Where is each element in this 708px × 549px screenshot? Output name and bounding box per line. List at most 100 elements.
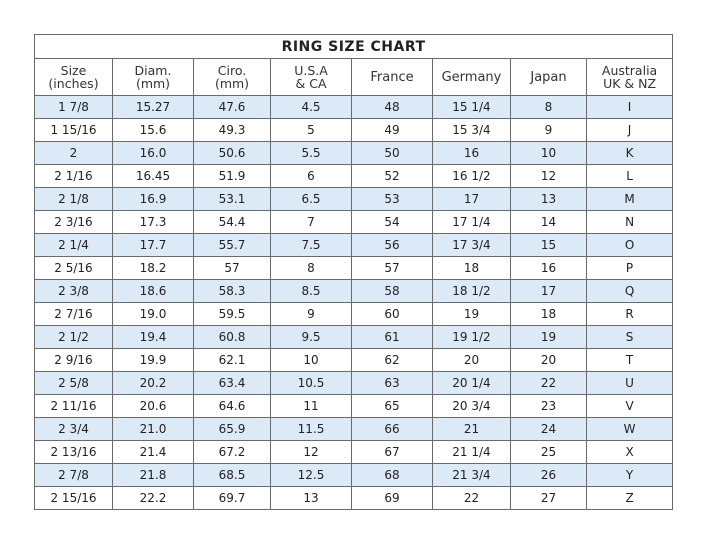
cell-australia-uk-nz: V <box>585 394 674 418</box>
cell-australia-uk-nz: J <box>585 118 674 142</box>
header-label: U.S.A <box>294 63 328 78</box>
cell-germany: 20 3/4 <box>432 394 511 418</box>
header-label: (mm) <box>214 76 250 91</box>
table-row: 1 7/8 15.27 47.6 4.5 48 15 1/4 8 I <box>34 95 674 119</box>
cell-germany: 20 <box>432 348 511 372</box>
cell-size-inches: 2 11/16 <box>34 394 113 418</box>
cell-diameter-mm: 17.3 <box>112 210 194 234</box>
table-title: RING SIZE CHART <box>33 34 674 59</box>
table-body: 1 7/8 15.27 47.6 4.5 48 15 1/4 8 I 1 15/16 15.6 49… <box>34 95 674 510</box>
cell-size-inches: 2 1/4 <box>34 233 113 257</box>
cell-diameter-mm: 19.9 <box>112 348 194 372</box>
cell-japan: 27 <box>510 486 587 510</box>
cell-france: 49 <box>351 118 433 142</box>
cell-australia-uk-nz: Q <box>585 279 674 303</box>
cell-usa-ca: 11 <box>270 394 352 418</box>
cell-usa-ca: 12 <box>270 440 352 464</box>
cell-size-inches: 2 9/16 <box>34 348 113 372</box>
cell-germany: 17 1/4 <box>432 210 511 234</box>
cell-size-inches: 1 15/16 <box>34 118 113 142</box>
cell-australia-uk-nz: T <box>585 348 674 372</box>
cell-france: 61 <box>351 325 433 349</box>
cell-usa-ca: 10.5 <box>270 371 352 395</box>
header-label: Diam. <box>134 63 172 78</box>
table-row: 2 3/8 18.6 58.3 8.5 58 18 1/2 17 Q <box>34 279 674 303</box>
cell-germany: 15 1/4 <box>432 95 511 119</box>
header-label: (mm) <box>135 76 171 91</box>
cell-japan: 20 <box>510 348 587 372</box>
cell-australia-uk-nz: X <box>585 440 674 464</box>
table-row: 2 7/16 19.0 59.5 9 60 19 18 R <box>34 302 674 326</box>
cell-germany: 16 <box>432 141 511 165</box>
table-row: 2 1/8 16.9 53.1 6.5 53 17 13 M <box>34 187 674 211</box>
cell-japan: 17 <box>510 279 587 303</box>
header-label: Australia <box>601 63 658 78</box>
cell-diameter-mm: 16.9 <box>112 187 194 211</box>
cell-size-inches: 2 7/8 <box>34 463 113 487</box>
cell-france: 56 <box>351 233 433 257</box>
cell-diameter-mm: 19.0 <box>112 302 194 326</box>
header-label: Ciro. <box>217 63 247 78</box>
cell-circumference-mm: 64.6 <box>193 394 271 418</box>
cell-australia-uk-nz: P <box>585 256 674 280</box>
column-header-australia-uk-nz: Australia UK & NZ <box>585 58 674 96</box>
cell-japan: 26 <box>510 463 587 487</box>
cell-circumference-mm: 55.7 <box>193 233 271 257</box>
cell-japan: 8 <box>510 95 587 119</box>
cell-germany: 17 <box>432 187 511 211</box>
cell-germany: 22 <box>432 486 511 510</box>
column-header-usa-ca: U.S.A & CA <box>270 58 352 96</box>
column-header-diameter-mm: Diam. (mm) <box>112 58 194 96</box>
cell-diameter-mm: 16.45 <box>112 164 194 188</box>
cell-germany: 15 3/4 <box>432 118 511 142</box>
column-header-circumference-mm: Ciro. (mm) <box>193 58 271 96</box>
cell-japan: 14 <box>510 210 587 234</box>
cell-size-inches: 2 1/16 <box>34 164 113 188</box>
cell-size-inches: 2 5/8 <box>34 371 113 395</box>
cell-japan: 15 <box>510 233 587 257</box>
cell-size-inches: 2 1/2 <box>34 325 113 349</box>
cell-diameter-mm: 18.6 <box>112 279 194 303</box>
cell-australia-uk-nz: O <box>585 233 674 257</box>
header-label: (inches) <box>48 76 99 91</box>
cell-japan: 10 <box>510 141 587 165</box>
cell-circumference-mm: 50.6 <box>193 141 271 165</box>
cell-circumference-mm: 67.2 <box>193 440 271 464</box>
cell-diameter-mm: 22.2 <box>112 486 194 510</box>
cell-france: 50 <box>351 141 433 165</box>
cell-size-inches: 2 1/8 <box>34 187 113 211</box>
cell-usa-ca: 8 <box>270 256 352 280</box>
cell-australia-uk-nz: I <box>585 95 674 119</box>
cell-usa-ca: 11.5 <box>270 417 352 441</box>
cell-circumference-mm: 58.3 <box>193 279 271 303</box>
header-label: Germany <box>441 69 502 85</box>
cell-australia-uk-nz: M <box>585 187 674 211</box>
cell-australia-uk-nz: S <box>585 325 674 349</box>
cell-australia-uk-nz: K <box>585 141 674 165</box>
table-row: 1 15/16 15.6 49.3 5 49 15 3/4 9 J <box>34 118 674 142</box>
header-label: France <box>370 69 414 85</box>
cell-usa-ca: 6.5 <box>270 187 352 211</box>
cell-diameter-mm: 17.7 <box>112 233 194 257</box>
cell-france: 63 <box>351 371 433 395</box>
cell-circumference-mm: 62.1 <box>193 348 271 372</box>
cell-france: 54 <box>351 210 433 234</box>
table-row: 2 9/16 19.9 62.1 10 62 20 20 T <box>34 348 674 372</box>
cell-japan: 13 <box>510 187 587 211</box>
cell-usa-ca: 8.5 <box>270 279 352 303</box>
cell-size-inches: 1 7/8 <box>34 95 113 119</box>
column-header-size-inches: Size (inches) <box>34 58 113 96</box>
cell-australia-uk-nz: N <box>585 210 674 234</box>
cell-japan: 23 <box>510 394 587 418</box>
cell-japan: 16 <box>510 256 587 280</box>
cell-germany: 21 3/4 <box>432 463 511 487</box>
table-row: 2 1/16 16.45 51.9 6 52 16 1/2 12 L <box>34 164 674 188</box>
column-header-germany: Germany <box>432 58 511 96</box>
cell-germany: 16 1/2 <box>432 164 511 188</box>
table-row: 2 7/8 21.8 68.5 12.5 68 21 3/4 26 Y <box>34 463 674 487</box>
cell-circumference-mm: 69.7 <box>193 486 271 510</box>
cell-circumference-mm: 59.5 <box>193 302 271 326</box>
cell-circumference-mm: 60.8 <box>193 325 271 349</box>
cell-france: 62 <box>351 348 433 372</box>
cell-usa-ca: 7.5 <box>270 233 352 257</box>
